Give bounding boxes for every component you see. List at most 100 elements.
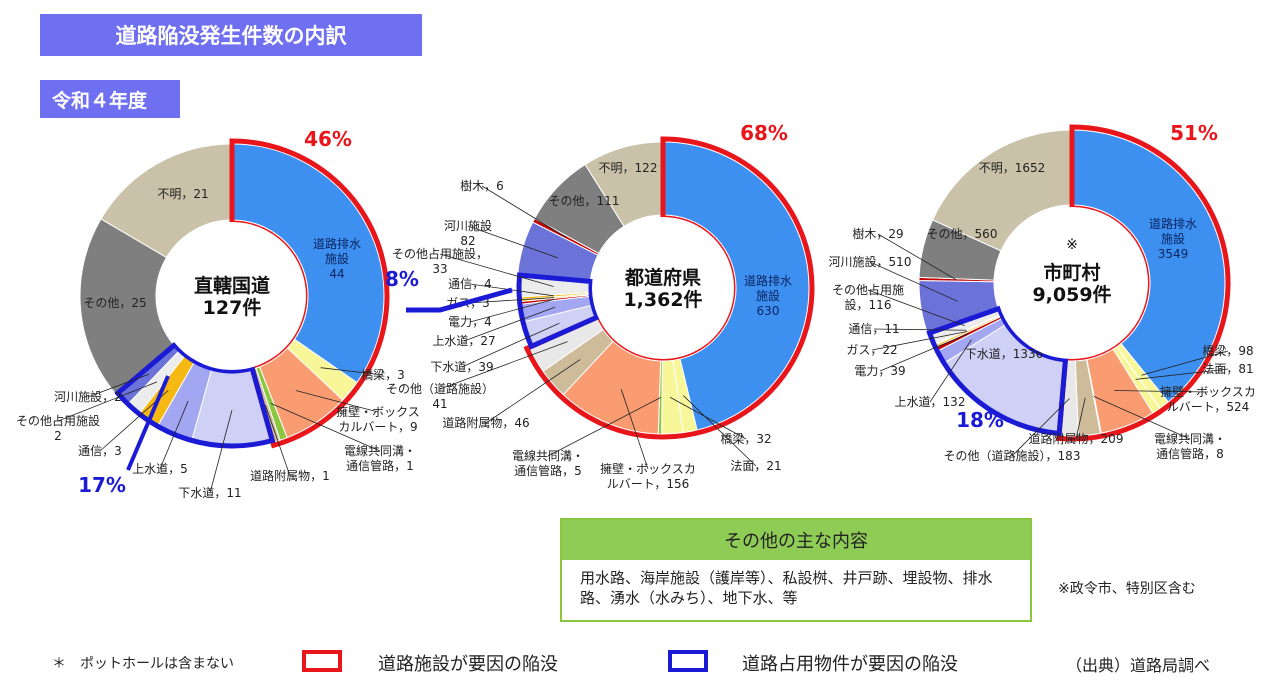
slice-label-3-1: 道路排水施設 3549 [1149, 216, 1197, 261]
leader-line-3-10 [879, 333, 969, 372]
leader-line-3-2 [1141, 350, 1229, 376]
slice-label-3-10: 電力，39 [854, 364, 905, 378]
slice-label-1-5: 道路附属物，1 [250, 468, 330, 483]
occupancy-outline-2 [516, 272, 601, 350]
leader-line-1-10 [87, 373, 150, 398]
slice-label-1-10: 河川施設，2 [54, 389, 122, 404]
occupancy-legend-swatch [668, 650, 708, 672]
leader-line-3-9 [929, 339, 972, 403]
slice-label-3-13: その他占用施設，116 [832, 282, 904, 312]
leader-line-2-5 [620, 389, 649, 470]
slice-label-2-15: 樹木，6 [460, 179, 504, 193]
others-box: その他の主な内容 用水路、海岸施設（護岸等）、私設桝、井戸跡、埋設物、排水路、湧… [560, 518, 1032, 622]
leader-line-3-5 [1093, 396, 1191, 440]
road-facility-pct-2: 68% [740, 121, 788, 145]
leader-line-2-6 [485, 359, 581, 424]
slice-label-3-11: ガス，22 [846, 343, 897, 357]
leader-line-3-14 [869, 261, 959, 302]
slice-label-1-2: 橋梁，3 [361, 367, 405, 382]
leader-line-2-4 [547, 397, 661, 457]
slice-label-1-12: 不明，21 [157, 187, 208, 201]
slice-label-3-4: 擁壁・ボックスカルバート，524 [1160, 384, 1256, 414]
occupancy-pct-1: 17% [78, 473, 126, 497]
slice-2-1 [662, 141, 810, 431]
slice-3-1 [1071, 129, 1226, 403]
slice-label-1-7: 上水道，5 [132, 462, 188, 476]
leader-line-1-9 [57, 381, 158, 422]
leader-line-2-9 [463, 306, 556, 342]
leader-line-3-12 [873, 328, 967, 331]
donut-chart-3: 道路排水施設 3549 橋梁，98 法面，81 擁壁・ボックスカルバート，524 電線共同… [829, 121, 1256, 463]
occupancy-pct-3: 18% [956, 408, 1004, 432]
pothole-note: ＊ ポットホールは含まない [52, 656, 234, 672]
road-facility-pct-1: 46% [304, 127, 352, 151]
slice-1-12 [100, 143, 233, 259]
road-facility-legend-swatch [302, 650, 342, 672]
slice-label-1-8: 通信，3 [78, 444, 122, 458]
occupancy-callout-1 [126, 375, 170, 471]
leader-line-2-14 [467, 225, 558, 259]
slice-label-3-15: 樹木，29 [852, 227, 903, 241]
leader-line-1-5 [264, 404, 291, 477]
donut-chart-1: 道路排水施設 44 橋梁，3 擁壁・ボックスカルバート，9 電線共同溝・通信管路，1 道路… [16, 127, 420, 500]
slice-label-2-13: その他占用施設， 33 [392, 246, 488, 276]
leader-line-3-13 [867, 289, 965, 326]
designated-city-note: ※政令市、特別区含む [1058, 581, 1196, 597]
center-label-1: 直轄国道 127件 [194, 274, 270, 319]
slice-label-2-10: 電力，4 [448, 315, 492, 329]
occupancy-pct-2: 8% [385, 267, 419, 291]
leader-line-1-4 [270, 402, 381, 452]
slice-label-2-8: 下水道，39 [430, 360, 493, 374]
slice-label-3-6: 道路附属物，209 [1029, 431, 1124, 446]
slice-label-2-4: 電線共同溝・通信管路，5 [512, 448, 584, 478]
slice-label-2-1: 道路排水施設 630 [744, 273, 792, 318]
slice-label-2-9: 上水道，27 [432, 334, 495, 348]
road-facility-pct-3: 51% [1170, 121, 1218, 145]
others-title: その他の主な内容 [562, 520, 1030, 560]
leader-line-2-2 [683, 395, 757, 467]
slice-label-1-1: 道路排水施設 44 [313, 236, 361, 281]
slice-label-2-14: 河川施設 82 [444, 218, 492, 248]
slice-label-3-2: 橋梁，98 [1202, 343, 1253, 358]
leader-line-3-11 [871, 331, 968, 351]
occupancy-outline-1 [114, 341, 276, 449]
year-label: 令和４年度 [40, 80, 180, 118]
donut-hole-2 [592, 217, 734, 359]
leader-line-1-2 [320, 367, 384, 376]
slice-label-2-7: その他（道路施設） 41 [386, 381, 494, 411]
slice-label-2-12: 通信，4 [448, 277, 492, 291]
center-mark-3: ※ [1066, 237, 1078, 253]
leader-line-2-11 [467, 297, 554, 304]
center-label-3: 市町村 9,059件 [1032, 261, 1111, 306]
page-title: 道路陥没発生件数の内訳 [40, 14, 422, 56]
road-facility-legend-label: 道路施設が要因の陥没 [378, 654, 558, 675]
slice-1-1 [231, 143, 385, 384]
slice-label-2-2: 法面，21 [730, 459, 781, 473]
leader-line-1-6 [209, 409, 233, 494]
slice-label-3-5: 電線共同溝・通信管路，8 [1154, 431, 1226, 461]
others-body: 用水路、海岸施設（護岸等）、私設桝、井戸跡、埋設物、排水路、湧水（水みち）、地下… [580, 569, 993, 607]
leader-line-3-7 [1011, 398, 1070, 457]
slice-label-1-3: 擁壁・ボックスカルバート，9 [336, 404, 420, 434]
leader-line-2-10 [469, 298, 555, 323]
donut-hole-3 [996, 207, 1148, 359]
slice-label-2-6: 道路附属物，46 [442, 415, 529, 430]
leader-line-2-8 [461, 322, 560, 368]
slice-label-3-8: 下水道，1336 [965, 347, 1044, 361]
slice-label-2-3: 橋梁，32 [720, 431, 771, 446]
occupancy-legend-label: 道路占用物件が要因の陥没 [742, 654, 958, 675]
donut-chart-2: 道路排水施設 630 法面，21 橋梁，32 電線共同溝・通信管路，5 擁壁・ボックスカル… [385, 121, 815, 491]
occupancy-callout-2 [406, 287, 513, 313]
leader-line-2-7 [439, 341, 568, 390]
leader-line-2-13 [439, 253, 554, 287]
leader-line-3-6 [1075, 397, 1086, 440]
occupancy-outline-3 [926, 305, 1069, 437]
center-label-2: 都道府県 1,362件 [623, 266, 702, 311]
slice-label-3-14: 河川施設，510 [829, 254, 912, 269]
slice-label-3-17: 不明，1652 [979, 161, 1046, 175]
leader-line-1-7 [159, 401, 189, 470]
slice-label-1-11: その他，25 [83, 296, 146, 310]
slice-label-1-6: 下水道，11 [178, 486, 241, 500]
source-note: （出典）道路局調べ [1066, 656, 1211, 675]
slice-label-1-4: 電線共同溝・通信管路，1 [344, 443, 416, 473]
